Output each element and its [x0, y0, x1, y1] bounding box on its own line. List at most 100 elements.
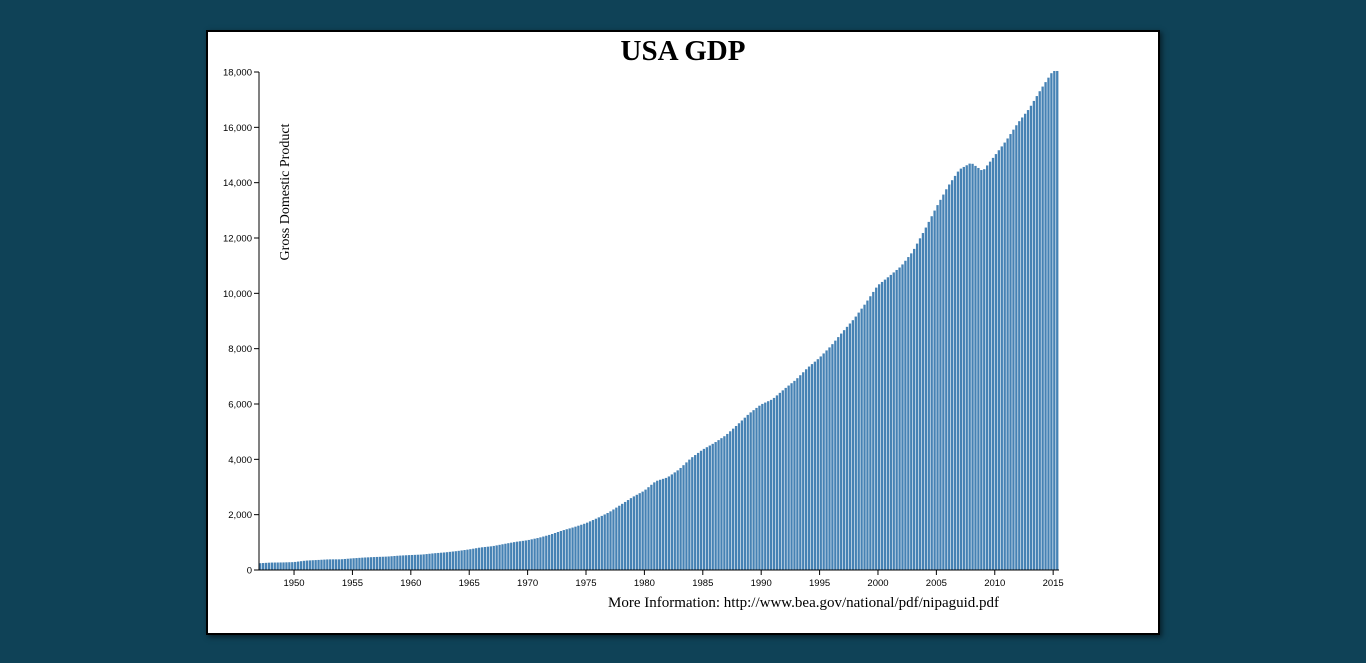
bar	[270, 562, 273, 570]
bar	[413, 554, 417, 570]
bar	[486, 546, 490, 570]
bar	[848, 323, 852, 570]
bar	[410, 554, 414, 570]
bar	[799, 375, 802, 570]
bar	[285, 562, 288, 570]
bar	[594, 518, 598, 570]
bar	[854, 316, 857, 570]
bar	[375, 556, 379, 570]
chart-panel: USA GDP 0 2,000 4,000 6,000 8,000 10,000 12,00…	[206, 30, 1160, 635]
bar	[588, 521, 592, 570]
bar	[752, 410, 755, 570]
bar	[384, 556, 387, 570]
bar	[515, 541, 519, 570]
bar	[632, 496, 636, 570]
bar	[673, 472, 676, 570]
bar	[977, 167, 980, 570]
bar	[685, 462, 688, 570]
y-tick-label: 16,000	[223, 123, 252, 134]
bar	[314, 560, 317, 570]
bar	[635, 494, 638, 570]
bar	[308, 560, 311, 570]
y-tick-label: 4,000	[228, 455, 252, 466]
bar	[711, 443, 714, 570]
bar	[857, 312, 860, 570]
bar	[988, 161, 992, 570]
bar	[407, 555, 411, 570]
bar	[422, 554, 425, 570]
bar	[267, 562, 271, 570]
bar	[626, 500, 630, 570]
bar	[796, 378, 799, 570]
bar	[1006, 138, 1009, 570]
bar	[939, 199, 942, 570]
bar	[1015, 125, 1018, 570]
bar	[442, 552, 446, 570]
bar	[492, 545, 495, 570]
bar	[466, 549, 469, 570]
bar	[915, 243, 919, 570]
bar	[927, 221, 930, 570]
bar	[615, 507, 618, 570]
bar	[346, 558, 349, 570]
bar	[775, 395, 779, 570]
bar	[367, 557, 370, 570]
bar	[623, 501, 627, 570]
bar	[688, 459, 691, 570]
x-tick-label: 1960	[400, 578, 421, 589]
y-tick-label: 0	[247, 566, 252, 577]
bar	[1047, 77, 1050, 570]
bar	[507, 543, 510, 570]
bar	[831, 344, 834, 570]
bar	[983, 169, 986, 570]
bar	[734, 425, 738, 570]
bar	[661, 478, 665, 570]
bar	[361, 557, 364, 570]
bar	[524, 540, 528, 570]
bar	[714, 442, 717, 570]
x-tick-label: 1985	[692, 578, 713, 589]
bar	[991, 157, 995, 570]
bar	[737, 423, 741, 570]
bar	[483, 546, 487, 570]
bar	[597, 517, 601, 570]
bar	[1003, 142, 1006, 570]
bar	[778, 392, 782, 570]
bar	[930, 216, 933, 571]
bar	[580, 524, 583, 570]
bar	[962, 166, 965, 570]
bar	[986, 165, 989, 571]
bar	[539, 537, 542, 570]
bar	[731, 428, 735, 570]
bar	[428, 553, 431, 570]
bar	[904, 260, 907, 570]
bar	[288, 562, 291, 570]
bar	[513, 542, 516, 570]
bar	[1056, 70, 1059, 571]
bars-group	[259, 70, 1059, 571]
bar	[629, 498, 633, 570]
bar	[1038, 91, 1041, 570]
bar	[571, 527, 574, 570]
bar	[618, 505, 621, 570]
bar	[501, 544, 504, 570]
chart-svg: 0 2,000 4,000 6,000 8,000 10,000 12,000 14,000 1…	[223, 68, 1064, 590]
bar	[810, 364, 814, 570]
x-tick-label: 1980	[634, 578, 655, 589]
bar	[659, 479, 662, 570]
bar	[1026, 110, 1030, 571]
bar	[396, 555, 399, 570]
bar	[510, 542, 513, 570]
bar	[323, 559, 326, 570]
y-tick-label: 8,000	[228, 344, 252, 355]
bar	[696, 452, 700, 570]
bar	[1009, 134, 1012, 570]
bar	[457, 550, 460, 570]
bar	[842, 330, 846, 570]
bar	[968, 163, 971, 571]
bar	[1053, 70, 1056, 571]
bar	[381, 556, 384, 570]
bar	[898, 267, 901, 570]
bar	[729, 431, 732, 570]
bar	[302, 560, 306, 570]
